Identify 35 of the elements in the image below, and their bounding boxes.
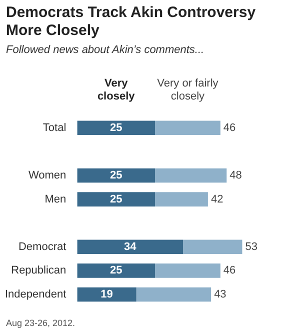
bar bbox=[183, 240, 242, 254]
bar bbox=[77, 264, 156, 278]
total-label: 43 bbox=[214, 288, 226, 301]
chart-subtitle: Followed news about Akin’s comments... bbox=[6, 44, 204, 56]
total-label: 53 bbox=[245, 240, 258, 253]
bar bbox=[136, 287, 212, 302]
y-tick-label: Men bbox=[44, 193, 66, 206]
series-label: Very or fairly closely bbox=[157, 78, 219, 103]
bar bbox=[155, 264, 220, 278]
data-label: 25 bbox=[110, 264, 122, 277]
data-label: 25 bbox=[110, 122, 122, 134]
total-label: 48 bbox=[230, 170, 242, 182]
bar bbox=[155, 120, 220, 136]
series-label: Very closely bbox=[97, 78, 136, 103]
bar bbox=[155, 168, 227, 183]
total-label: 46 bbox=[223, 122, 236, 134]
data-label: 19 bbox=[100, 288, 113, 301]
bar bbox=[77, 240, 184, 254]
bar bbox=[77, 287, 136, 302]
y-tick-label: Republican bbox=[11, 264, 66, 277]
bar bbox=[77, 168, 156, 183]
data-label: 25 bbox=[110, 193, 122, 206]
data-label: 25 bbox=[110, 170, 122, 182]
text: Aug 23-26, 2012. bbox=[6, 318, 76, 328]
y-tick-label: Democrat bbox=[18, 240, 66, 253]
bar bbox=[77, 120, 156, 136]
bar bbox=[155, 192, 208, 206]
y-tick-label: Independent bbox=[5, 288, 66, 301]
bar bbox=[77, 192, 156, 206]
y-tick-label: Women bbox=[28, 170, 66, 182]
chart-title: Democrats Track Akin Controversy More Closely bbox=[6, 4, 257, 40]
total-label: 42 bbox=[210, 193, 224, 206]
total-label: 46 bbox=[223, 264, 236, 277]
y-tick-label: Total bbox=[42, 122, 66, 134]
data-label: 34 bbox=[124, 240, 138, 253]
